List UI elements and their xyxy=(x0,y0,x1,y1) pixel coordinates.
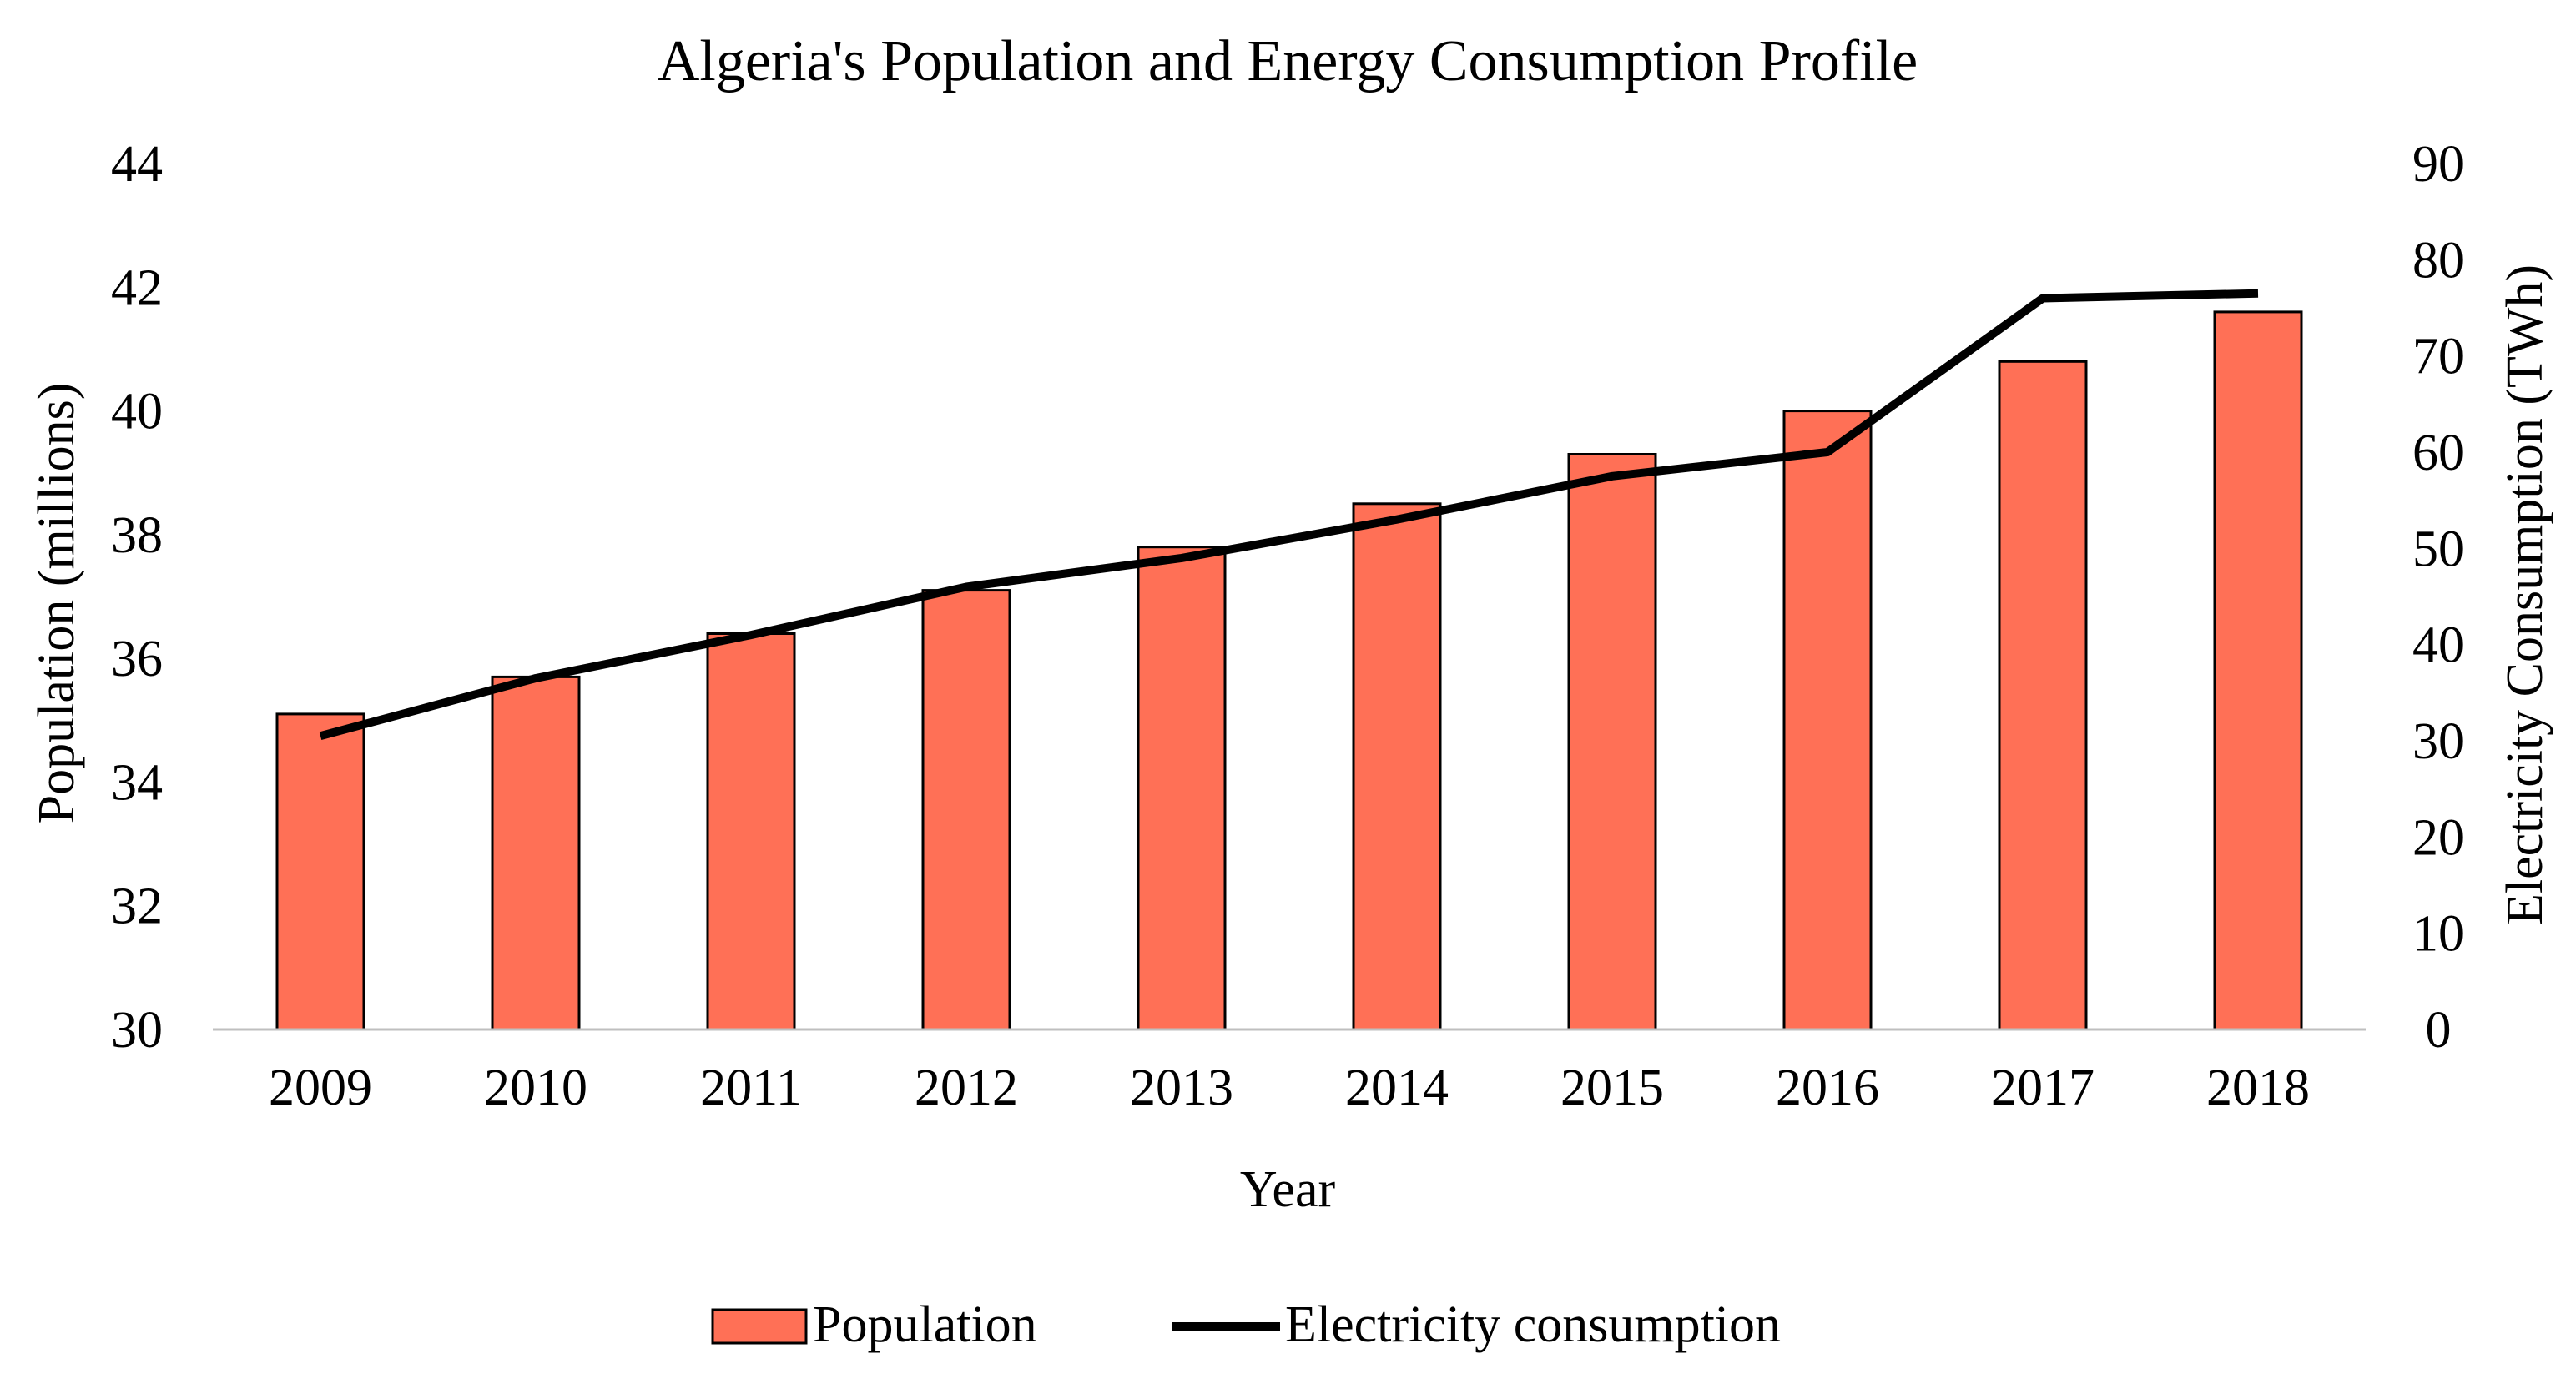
bar-population-2011 xyxy=(708,634,794,1030)
x-tick-label-2012: 2012 xyxy=(915,1059,1018,1116)
bar-population-2012 xyxy=(923,591,1010,1029)
x-tick-label-2017: 2017 xyxy=(1991,1059,2095,1116)
chart-title: Algeria's Population and Energy Consumpt… xyxy=(658,29,1918,93)
plot-area xyxy=(277,294,2301,1029)
y2-tick-label-70: 70 xyxy=(2412,329,2464,385)
y2-tick-label-90: 90 xyxy=(2412,136,2464,193)
y-tick-label-42: 42 xyxy=(111,259,163,316)
y2-tick-label-10: 10 xyxy=(2412,906,2464,963)
y-tick-label-38: 38 xyxy=(111,507,163,564)
y2-tick-label-50: 50 xyxy=(2412,521,2464,577)
y-tick-label-30: 30 xyxy=(111,1002,163,1059)
y2-tick-label-40: 40 xyxy=(2412,617,2464,674)
y-tick-label-34: 34 xyxy=(111,754,163,811)
bar-population-2010 xyxy=(492,677,579,1029)
x-tick-label-2013: 2013 xyxy=(1130,1059,1233,1116)
x-tick-label-2015: 2015 xyxy=(1560,1059,1664,1116)
x-tick-label-2014: 2014 xyxy=(1345,1059,1449,1116)
y2-tick-label-0: 0 xyxy=(2426,1002,2452,1059)
y-tick-label-36: 36 xyxy=(111,631,163,687)
bar-population-2016 xyxy=(1784,411,1871,1029)
x-tick-label-2009: 2009 xyxy=(269,1059,372,1116)
y2-tick-label-20: 20 xyxy=(2412,809,2464,866)
x-tick-label-2011: 2011 xyxy=(700,1059,802,1116)
legend-label-population: Population xyxy=(813,1296,1037,1353)
bar-population-2009 xyxy=(277,714,364,1029)
y2-tick-label-30: 30 xyxy=(2412,713,2464,770)
x-axis-label: Year xyxy=(1240,1161,1336,1218)
bar-population-2013 xyxy=(1138,547,1225,1029)
bar-population-2017 xyxy=(1999,361,2086,1029)
y-axis-label: Population (millions) xyxy=(28,383,85,824)
line-electricity-consumption xyxy=(320,294,2258,737)
bar-population-2015 xyxy=(1569,455,1656,1030)
y2-tick-label-60: 60 xyxy=(2412,425,2464,481)
y-tick-label-32: 32 xyxy=(111,878,163,935)
bar-population-2014 xyxy=(1354,504,1440,1029)
legend-swatch-population xyxy=(713,1310,806,1343)
legend: Population Electricity consumption xyxy=(713,1296,1781,1353)
y2-tick-label-80: 80 xyxy=(2412,232,2464,289)
x-tick-label-2018: 2018 xyxy=(2206,1059,2310,1116)
bar-population-2018 xyxy=(2215,312,2301,1029)
y-tick-label-40: 40 xyxy=(111,384,163,440)
y-tick-label-44: 44 xyxy=(111,136,163,193)
legend-label-electricity: Electricity consumption xyxy=(1285,1296,1781,1353)
x-tick-label-2016: 2016 xyxy=(1776,1059,1879,1116)
y2-axis-label: Electricity Consumption (TWh) xyxy=(2497,264,2553,925)
x-tick-label-2010: 2010 xyxy=(484,1059,587,1116)
